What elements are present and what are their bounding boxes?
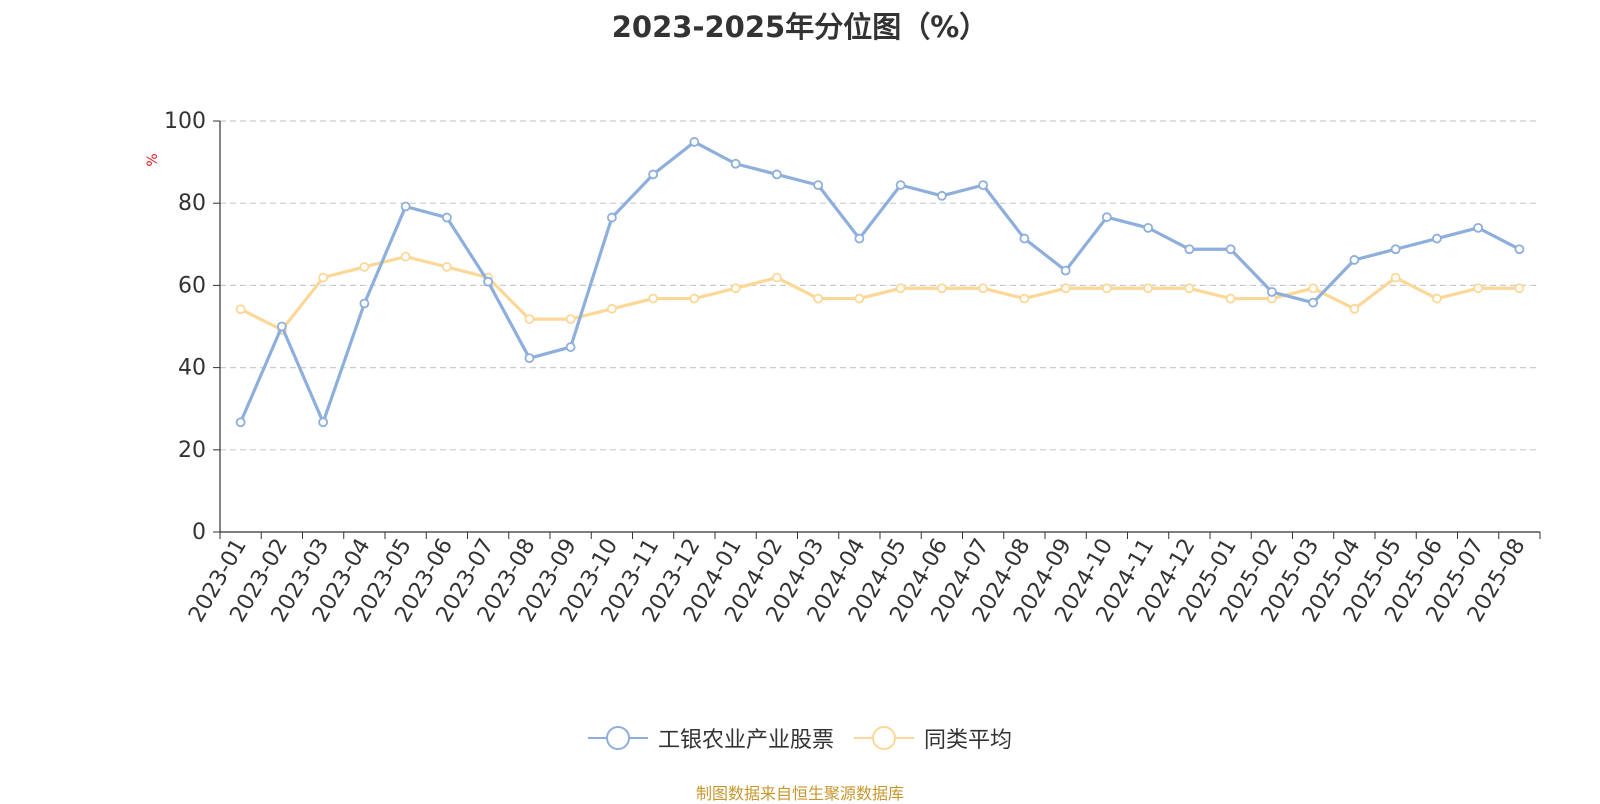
y-tick-label: 100 xyxy=(164,109,206,134)
legend-item-series-1[interactable]: 工银农业产业股票 xyxy=(587,722,834,754)
series-line-1 xyxy=(239,140,1521,424)
data-point-series-2 xyxy=(1060,283,1071,294)
data-point-series-1 xyxy=(1473,222,1484,233)
legend-item-series-2[interactable]: 同类平均 xyxy=(854,722,1012,754)
data-point-series-2 xyxy=(895,283,906,294)
data-point-series-1 xyxy=(689,137,700,147)
data-point-series-1 xyxy=(730,158,741,169)
data-point-series-2 xyxy=(606,303,617,314)
data-point-series-1 xyxy=(400,201,411,212)
data-point-series-2 xyxy=(771,272,782,283)
data-point-series-1 xyxy=(235,417,246,428)
data-point-series-1 xyxy=(648,169,659,180)
data-point-series-1 xyxy=(1308,297,1319,308)
y-tick-label: 80 xyxy=(178,191,206,216)
data-point-series-2 xyxy=(359,262,370,272)
data-point-series-2 xyxy=(978,283,989,294)
data-point-series-1 xyxy=(936,190,947,201)
legend-label-series-1: 工银农业产业股票 xyxy=(657,728,834,753)
data-point-series-2 xyxy=(318,272,329,283)
data-point-series-1 xyxy=(895,180,906,191)
y-axis-label: % xyxy=(145,153,161,166)
data-point-series-2 xyxy=(689,293,700,304)
legend: 工银农业产业股票 同类平均 xyxy=(0,722,1600,754)
data-point-series-1 xyxy=(318,417,329,428)
data-point-series-1 xyxy=(854,233,865,244)
y-tick-label: 20 xyxy=(178,438,206,463)
data-point-series-1 xyxy=(978,180,989,191)
data-point-series-2 xyxy=(1473,283,1484,294)
data-point-series-2 xyxy=(1514,283,1525,294)
data-point-series-1 xyxy=(565,342,576,352)
data-point-series-1 xyxy=(1184,244,1195,255)
data-point-series-2 xyxy=(854,293,865,304)
data-point-series-2 xyxy=(1225,293,1236,304)
chart-title: 2023-2025年分位图（%） xyxy=(611,10,989,44)
data-point-series-1 xyxy=(1143,222,1154,233)
data-point-series-1 xyxy=(1019,233,1030,244)
series-line-2 xyxy=(239,255,1520,332)
data-point-series-2 xyxy=(235,304,246,315)
legend-label-series-2: 同类平均 xyxy=(924,728,1013,753)
data-point-series-1 xyxy=(441,212,452,223)
data-point-series-2 xyxy=(1390,272,1401,283)
data-point-series-1 xyxy=(1060,265,1071,276)
data-point-series-1 xyxy=(813,180,824,191)
data-point-series-2 xyxy=(730,283,741,294)
data-point-series-2 xyxy=(1143,283,1154,294)
data-point-series-1 xyxy=(483,276,494,287)
data-point-series-1 xyxy=(524,353,535,364)
data-point-series-2 xyxy=(441,262,452,272)
data-point-series-1 xyxy=(771,169,782,180)
data-point-series-1 xyxy=(1431,233,1442,244)
data-point-series-1 xyxy=(1225,244,1236,255)
data-point-series-2 xyxy=(1349,303,1360,314)
data-point-series-1 xyxy=(1349,255,1360,265)
data-point-series-1 xyxy=(1514,244,1525,255)
grid-lines xyxy=(220,120,1540,451)
data-point-series-2 xyxy=(1308,283,1319,294)
data-point-series-2 xyxy=(1101,283,1112,294)
y-tick-label: 60 xyxy=(178,273,206,298)
data-point-series-1 xyxy=(1266,287,1277,297)
data-point-series-1 xyxy=(1390,244,1401,255)
legend-line-marker-icon xyxy=(587,726,648,750)
data-point-series-2 xyxy=(565,314,576,325)
data-point-series-2 xyxy=(524,314,535,325)
data-point-series-2 xyxy=(1184,283,1195,294)
source-note: 制图数据来自恒生聚源数据库 xyxy=(695,784,904,803)
data-point-series-2 xyxy=(936,283,947,294)
data-point-series-2 xyxy=(813,293,824,304)
data-point-series-2 xyxy=(648,293,659,304)
data-point-series-2 xyxy=(1019,293,1030,304)
series-group xyxy=(235,137,1525,428)
legend-line-marker-icon xyxy=(854,726,914,750)
data-point-series-1 xyxy=(276,321,287,332)
data-point-series-2 xyxy=(1431,293,1442,304)
y-tick-label: 0 xyxy=(192,520,206,545)
data-point-series-2 xyxy=(400,251,411,262)
data-point-series-1 xyxy=(1101,212,1112,223)
y-tick-label: 40 xyxy=(178,356,206,381)
data-point-series-1 xyxy=(359,298,370,309)
data-point-series-1 xyxy=(606,212,617,223)
